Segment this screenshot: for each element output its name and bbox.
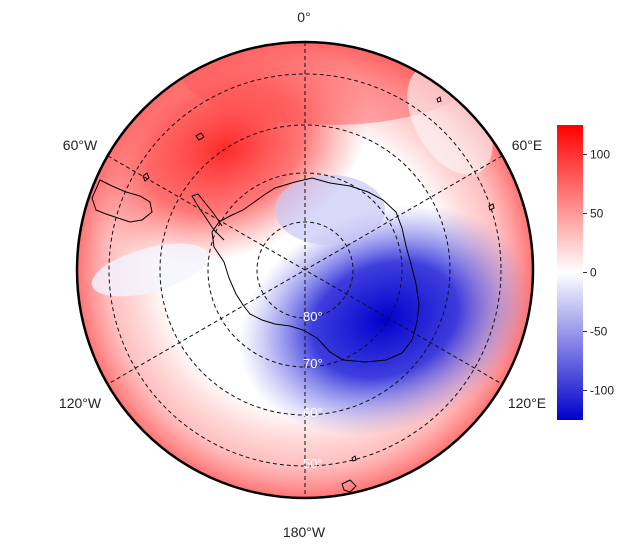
- lat-circle-80: [256, 221, 354, 319]
- lon-label-upper-right: 60°E: [512, 137, 543, 153]
- lat-circle-70: [207, 172, 403, 368]
- island-small-3: [488, 203, 495, 211]
- lon-label-top: 0°: [297, 9, 310, 25]
- lon-label-lower-left: 120°W: [59, 395, 102, 411]
- island-small-6: [351, 455, 357, 462]
- island-small-2: [142, 172, 150, 182]
- antarctic-peninsula: [191, 193, 225, 241]
- south-america-tip: [91, 179, 153, 223]
- island-small-1: [195, 132, 205, 141]
- lon-label-lower-right: 120°E: [508, 395, 546, 411]
- colorbar-tick-label: 0: [590, 266, 597, 280]
- island-small-5: [341, 479, 357, 493]
- colorbar-ticks: 100 50 0 -50 -100: [583, 148, 614, 398]
- island-small-4: [436, 96, 442, 103]
- colorbar-tick-label: -100: [590, 384, 614, 398]
- coastlines: [91, 96, 495, 493]
- colorbar-tick-label: 50: [590, 207, 604, 221]
- antarctica-coastline: [211, 177, 420, 363]
- lat-label-50: 50°: [303, 456, 323, 471]
- meridian-60e-120w: [107, 155, 503, 385]
- colorbar-ramp: [557, 125, 583, 420]
- field-layer: [77, 42, 533, 498]
- lon-label-upper-left: 60°W: [63, 137, 98, 153]
- graticule: [107, 42, 503, 498]
- lon-label-bottom: 180°W: [283, 524, 326, 540]
- colorbar-tick-label: -50: [590, 325, 608, 339]
- colorbar: 100 50 0 -50 -100: [557, 125, 614, 420]
- map-boundary: [75, 40, 535, 500]
- lat-circle-50: [108, 73, 502, 467]
- colorbar-tick-label: 100: [590, 148, 610, 162]
- lat-label-70: 70°: [303, 356, 323, 371]
- lat-label-60: 60°: [303, 405, 323, 420]
- lat-label-80: 80°: [303, 309, 323, 324]
